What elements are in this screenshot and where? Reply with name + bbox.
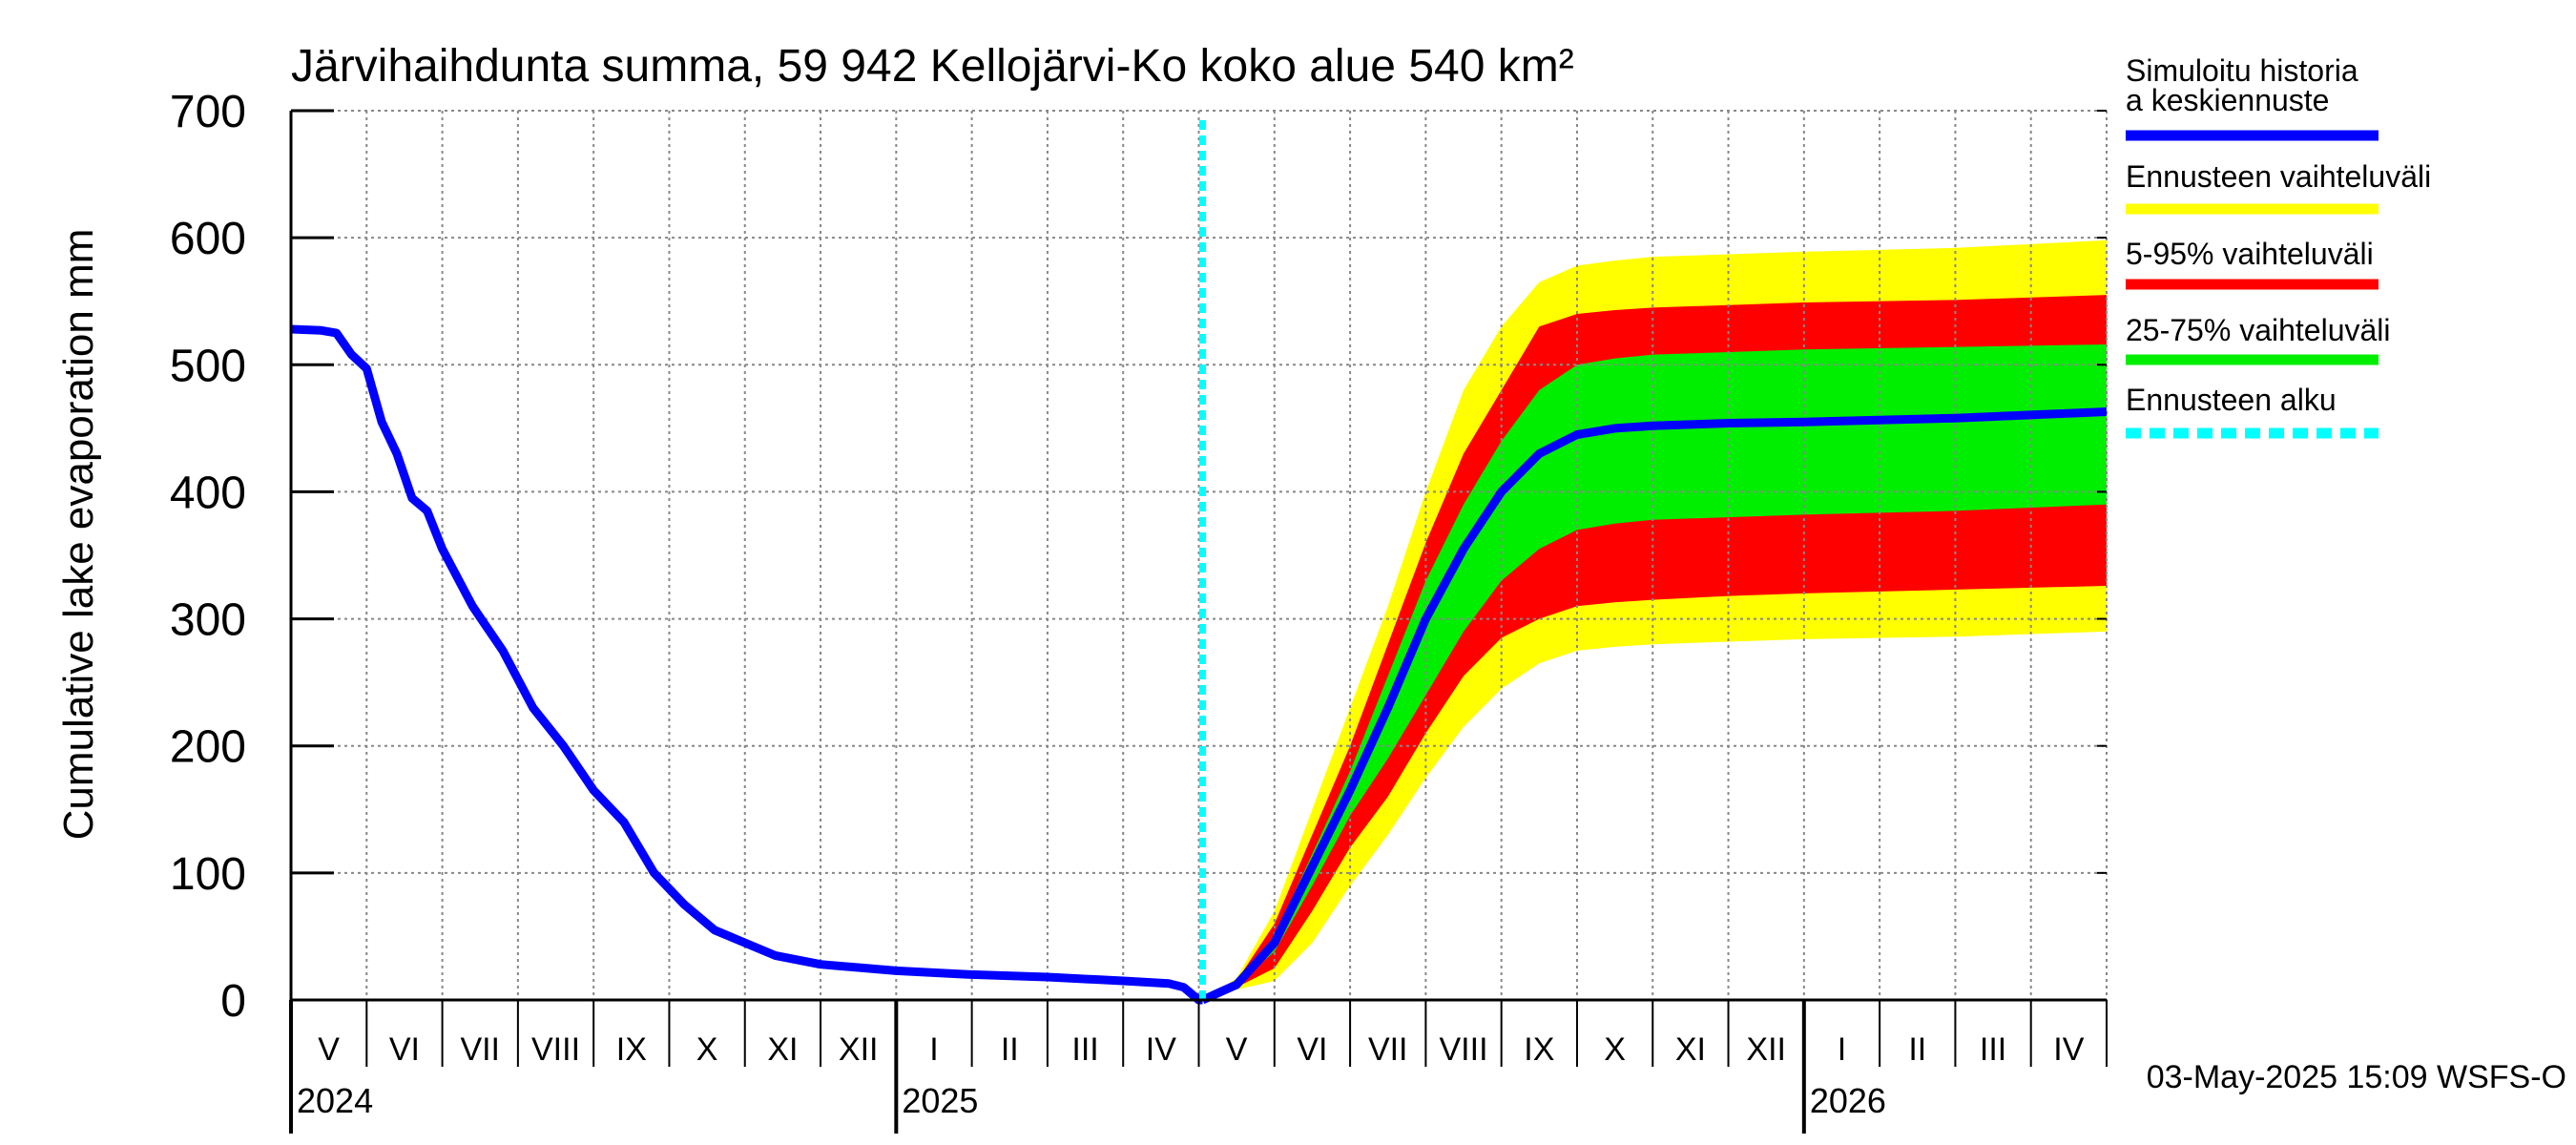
x-tick-label: I [1838,1031,1846,1068]
legend: Simuloitu historia a keskiennuste Ennuste… [2126,53,2431,439]
legend-label: Ennusteen alku [2126,383,2337,417]
y-tick-label: 700 [170,87,246,137]
year-label: 2025 [902,1081,978,1120]
x-tick-label: IX [1524,1031,1554,1068]
y-tick-label: 0 [220,976,246,1027]
x-tick-label: XI [1675,1031,1706,1068]
x-tick-label: VII [460,1031,500,1068]
x-tick-label: XII [1746,1031,1786,1068]
x-tick-label: IV [1146,1031,1176,1068]
x-tick-label: VIII [531,1031,580,1068]
legend-label: 25-75% vaihteluväli [2126,313,2391,347]
x-tick-label: II [1001,1031,1019,1068]
x-tick-label: XII [839,1031,879,1068]
y-tick-label: 400 [170,468,246,518]
legend-label: Simuloitu historia [2126,53,2358,88]
y-tick-label: 200 [170,722,246,773]
x-tick-label: III [1980,1031,2006,1068]
year-label: 2024 [297,1081,373,1120]
forecast-median-line [1200,407,2108,1005]
x-tick-label: V [1226,1031,1248,1068]
band-25-75 [1202,344,2107,1000]
x-axis-labels: V VI VII VIII IX X XI XII I II III IV V VI VII VIII IX X X… [289,1000,2108,1134]
history-line-group [290,324,2108,1005]
plot-bands [1202,239,2107,1001]
x-tick-label: VIII [1440,1031,1488,1068]
legend-label: 5-95% vaihteluväli [2126,237,2374,271]
y-tick-label: 300 [170,595,246,646]
y-tick-label: 600 [170,214,246,264]
x-tick-label: VII [1368,1031,1408,1068]
y-tick-label: 100 [170,849,246,900]
x-tick-label: X [1604,1031,1626,1068]
timestamp: 03-May-2025 15:09 WSFS-O [2147,1059,2566,1095]
legend-label: a keskiennuste [2126,83,2329,117]
x-tick-label: III [1071,1031,1098,1068]
year-label: 2026 [1810,1081,1886,1120]
x-tick-label: XI [767,1031,798,1068]
x-tick-label: VI [389,1031,420,1068]
y-tick-label: 500 [170,341,246,391]
x-tick-label: IV [2053,1031,2084,1068]
x-tick-label: V [318,1031,340,1068]
grid [291,110,2108,1000]
x-tick-label: II [1908,1031,1926,1068]
x-tick-label: X [696,1031,718,1068]
x-tick-label: I [929,1031,938,1068]
y-axis-ticks: 0 100 200 300 400 500 600 700 [170,87,2107,1027]
x-tick-label: IX [616,1031,647,1068]
x-tick-label: VI [1297,1031,1327,1068]
y-axis-label: Cumulative lake evaporation mm [55,229,102,841]
history-line [290,324,1203,1005]
chart-title: Järvihaihdunta summa, 59 942 Kellojärvi-… [291,41,1574,92]
legend-label: Ennusteen vaihteluväli [2126,159,2431,194]
